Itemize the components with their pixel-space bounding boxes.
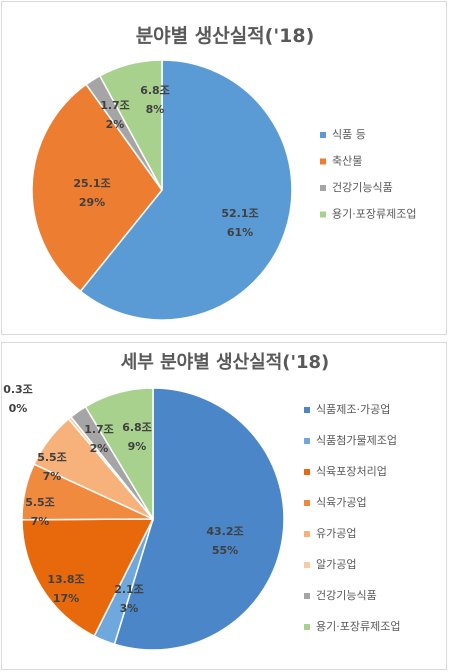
legend-swatch [320, 158, 326, 165]
legend-swatch [304, 438, 310, 444]
chart-title: 세부 분야별 생산실적('18) [121, 352, 330, 373]
slice-value-label: 6.8조 [122, 421, 152, 434]
legend-label: 용기·포장류제조업 [332, 208, 416, 221]
legend-swatch [304, 531, 310, 537]
pie-chart-1: 분야별 생산실적('18) 52.1조 61% 25.1조 29% 1.7조 2% 6.8조 8… [31, 25, 416, 321]
slice-value-label: 13.8조 [47, 573, 84, 586]
chart-title: 분야별 생산실적('18) [136, 25, 315, 47]
legend-label: 식품제조·가공업 [316, 403, 390, 416]
slice-percent-label: 7% [43, 470, 62, 483]
slice-percent-label: 2% [106, 118, 125, 131]
legend-swatch [320, 211, 326, 218]
pie-slice [98, 59, 163, 191]
legend-label: 알가공업 [316, 557, 356, 571]
legend-label: 식품 등 [332, 128, 366, 141]
legend-swatch [304, 624, 310, 630]
legend-label: 건강기능식품 [316, 589, 377, 602]
slice-value-label: 25.1조 [73, 177, 110, 190]
slice-value-label: 1.7조 [100, 99, 130, 112]
legend-swatch [304, 500, 310, 506]
slice-value-label: 43.2조 [206, 525, 243, 538]
legend-swatch [304, 469, 310, 475]
pie-slice [79, 59, 293, 321]
legend-label: 건강기능식품 [332, 181, 393, 194]
legend-label: 식품첨가물제조업 [316, 434, 397, 447]
legend-swatch [304, 593, 310, 599]
legend-label: 식육포장처리업 [316, 465, 387, 478]
pie-slice [31, 83, 163, 293]
slice-percent-label: 3% [120, 602, 139, 615]
chart-panel-2: 세부 분야별 생산실적('18) 43.2조 55% 2.1조 3% 13.8조 17% 5.… [1, 342, 447, 670]
slice-percent-label: 7% [31, 515, 50, 528]
pie-slice [84, 387, 154, 522]
slice-percent-label: 61% [227, 226, 253, 239]
legend-swatch [304, 562, 310, 568]
legend-label: 식육가공업 [316, 496, 367, 509]
legend-swatch [320, 185, 326, 191]
slice-value-label: 5.5조 [37, 451, 67, 464]
slice-percent-label: 0% [9, 402, 28, 415]
legend-label: 용기·포장류제조업 [316, 620, 400, 633]
slice-value-label: 6.8조 [140, 84, 170, 97]
slice-value-label: 5.5조 [25, 496, 55, 509]
slice-value-label: 1.7조 [84, 423, 114, 436]
slice-percent-label: 2% [90, 442, 109, 455]
chart-panel-1: 분야별 생산실적('18) 52.1조 61% 25.1조 29% 1.7조 2% 6.8조 8… [1, 1, 447, 335]
legend-label: 축산물 [332, 155, 362, 168]
slice-value-label: 2.1조 [114, 583, 144, 596]
slice-percent-label: 9% [128, 440, 147, 453]
slice-percent-label: 8% [146, 103, 165, 116]
slice-percent-label: 55% [212, 544, 238, 557]
slice-percent-label: 17% [53, 592, 79, 605]
slice-percent-label: 29% [79, 196, 105, 209]
pie-slice [21, 518, 155, 638]
legend-swatch [304, 407, 310, 413]
slice-value-label: 0.3조 [3, 383, 33, 396]
legend-swatch [320, 132, 326, 138]
slice-value-label: 52.1조 [221, 207, 258, 220]
pie-slice [113, 387, 285, 651]
pie-chart-2: 세부 분야별 생산실적('18) 43.2조 55% 2.1조 3% 13.8조 17% 5.… [3, 352, 400, 651]
legend-label: 유가공업 [316, 527, 356, 540]
